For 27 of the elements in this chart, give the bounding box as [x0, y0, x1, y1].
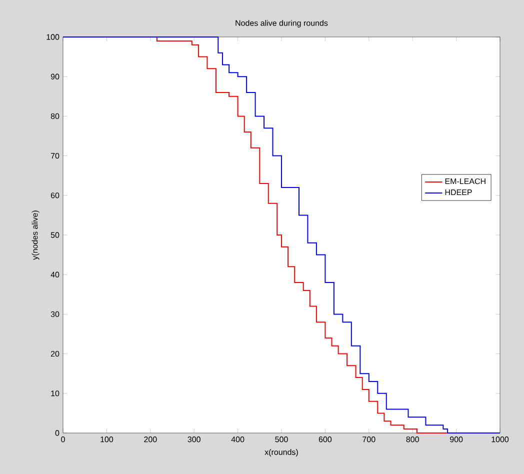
y-tick-label: 30	[50, 311, 60, 318]
y-tick-label: 0	[55, 430, 60, 436]
y-axis-title: y(nodes alive)	[32, 210, 40, 260]
x-tick-label: 1000	[492, 436, 509, 442]
x-axis-title: x(rounds)	[264, 449, 298, 457]
x-tick-label: 200	[144, 436, 157, 442]
x-tick-label: 400	[231, 436, 244, 442]
y-tick-label: 50	[50, 232, 60, 238]
x-tick-label: 900	[450, 436, 463, 442]
x-tick-label: 800	[406, 436, 419, 442]
x-tick-label: 600	[318, 436, 332, 442]
y-tick-label: 20	[50, 350, 60, 357]
y-tick-label: 40	[50, 272, 60, 278]
chart-title: Nodes alive during rounds	[236, 20, 328, 28]
y-tick-label: 60	[50, 192, 60, 198]
legend-label: EM-LEACH	[445, 178, 486, 184]
x-tick-label: 100	[100, 436, 114, 442]
x-tick-label: 0	[61, 436, 65, 442]
x-tick-label: 700	[362, 436, 376, 442]
legend-label: HDEEP	[445, 190, 472, 196]
y-tick-label: 90	[50, 74, 60, 80]
y-tick-label: 70	[50, 152, 60, 159]
x-tick-label: 500	[275, 436, 288, 442]
x-tick-label: 300	[188, 436, 200, 442]
y-tick-label: 80	[50, 113, 60, 120]
y-tick-label: 10	[51, 390, 60, 396]
y-tick-label: 100	[46, 34, 60, 40]
